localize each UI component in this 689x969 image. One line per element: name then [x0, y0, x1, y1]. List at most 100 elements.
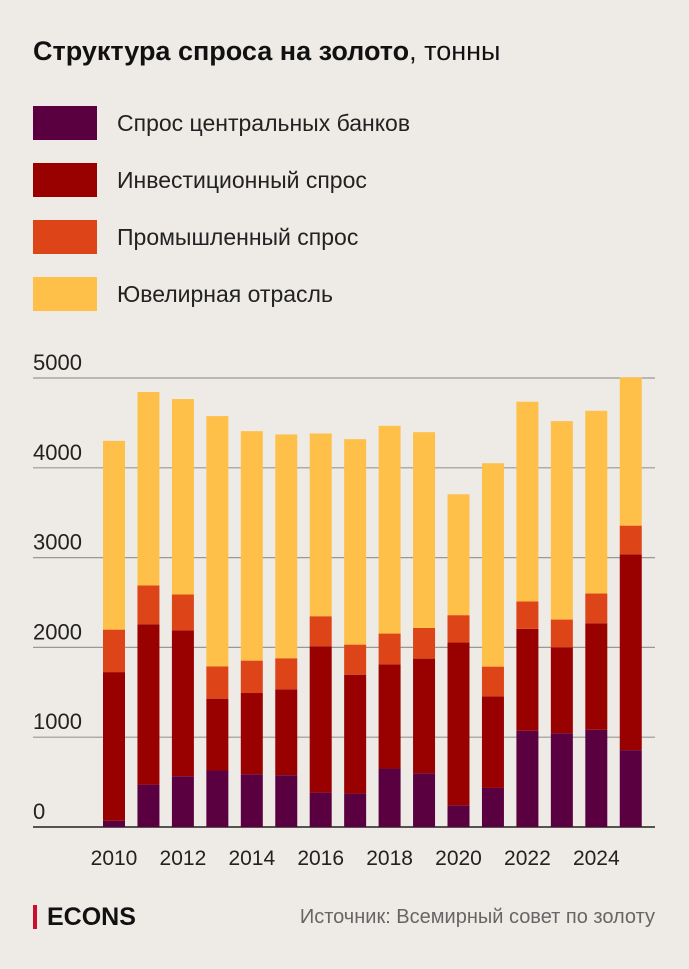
- bar-segment: [481, 696, 504, 788]
- x-tick-label: 2022: [504, 847, 551, 870]
- chart-title: Структура спроса на золото, тонны: [33, 36, 500, 67]
- x-tick-label: 2024: [573, 847, 620, 870]
- bar-segment: [240, 774, 263, 827]
- x-tick-label: 2014: [228, 847, 275, 870]
- bar-segment: [240, 431, 263, 661]
- bar-segment: [481, 787, 504, 827]
- bar-segment: [516, 628, 539, 731]
- y-tick-label: 1000: [33, 709, 82, 734]
- bar-segment: [447, 494, 470, 616]
- bar-segment: [344, 793, 367, 827]
- x-tick-label: 2018: [366, 847, 413, 870]
- bar-segment: [585, 729, 608, 827]
- bar-segment: [516, 730, 539, 827]
- bar-segment: [550, 619, 573, 648]
- bar-segment: [137, 784, 160, 827]
- bar-segment: [103, 672, 125, 821]
- bar-segment: [447, 642, 470, 806]
- econs-logo: ECONS: [33, 903, 136, 932]
- legend-swatch: [33, 277, 97, 311]
- bar-segment: [619, 554, 642, 751]
- bar-segment: [413, 658, 436, 774]
- bar-segment: [137, 392, 160, 586]
- bar-segment: [309, 792, 332, 827]
- bar-segment: [206, 666, 229, 699]
- legend-label: Инвестиционный спрос: [117, 166, 367, 193]
- bar-segment: [585, 410, 608, 594]
- legend-item-jewelry: Ювелирная отрасль: [33, 277, 410, 311]
- bar-segment: [378, 664, 401, 769]
- y-tick-label: 2000: [33, 619, 82, 644]
- bar-segment: [378, 633, 401, 665]
- bar-segment: [481, 666, 504, 697]
- bar-segment: [585, 623, 608, 730]
- bar-segment: [516, 401, 539, 602]
- bar-segment: [309, 646, 332, 793]
- bar-segment: [447, 615, 470, 643]
- legend-swatch: [33, 163, 97, 197]
- bar-segment: [275, 775, 298, 827]
- legend-label: Промышленный спрос: [117, 223, 359, 250]
- legend: Спрос центральных банков Инвестиционный …: [33, 106, 410, 334]
- bar-segment: [103, 629, 125, 673]
- y-tick-label: 3000: [33, 530, 82, 555]
- bar-segment: [171, 630, 194, 777]
- bar-segment: [137, 585, 160, 625]
- bar-segment: [240, 693, 263, 775]
- x-tick-label: 2012: [160, 847, 207, 870]
- bar-segment: [275, 689, 298, 776]
- title-main: Структура спроса на золото: [33, 36, 410, 66]
- bar-segment: [413, 627, 436, 659]
- legend-item-investment: Инвестиционный спрос: [33, 163, 410, 197]
- legend-swatch: [33, 220, 97, 254]
- bar-segment: [585, 593, 608, 624]
- y-tick-label: 4000: [33, 440, 82, 465]
- bar-segment: [550, 647, 573, 734]
- bar-segment: [447, 805, 470, 827]
- bar-segment: [481, 463, 504, 667]
- x-tick-label: 2010: [91, 847, 138, 870]
- bar-segment: [550, 421, 573, 620]
- bar-segment: [275, 658, 298, 690]
- bar-segment: [103, 440, 125, 630]
- legend-label: Ювелирная отрасль: [117, 280, 333, 307]
- bar-segment: [171, 594, 194, 631]
- bar-segment: [619, 525, 642, 555]
- footer: ECONS Источник: Всемирный совет по золот…: [33, 902, 655, 932]
- bar-segment: [309, 433, 332, 617]
- bar-segment: [275, 434, 298, 659]
- source-note: Источник: Всемирный совет по золоту: [299, 905, 655, 928]
- x-tick-label: 2020: [435, 847, 482, 870]
- bar-segment: [413, 432, 436, 628]
- logo-bar: [33, 905, 37, 929]
- bar-segment: [619, 377, 642, 526]
- bar-segment: [309, 616, 332, 647]
- bar-segment: [171, 776, 194, 827]
- bar-segment: [550, 733, 573, 827]
- bar-segment: [206, 698, 229, 771]
- bar-segment: [240, 660, 263, 694]
- bar-segment: [619, 750, 642, 827]
- legend-swatch: [33, 106, 97, 140]
- bar-segment: [378, 425, 401, 634]
- legend-item-industrial: Промышленный спрос: [33, 220, 410, 254]
- bar-segment: [344, 674, 367, 794]
- y-tick-label: 0: [33, 799, 45, 824]
- bar-segment: [103, 820, 125, 827]
- bar-segment: [206, 770, 229, 827]
- bar-segment: [344, 439, 367, 645]
- y-tick-label: 5000: [33, 350, 82, 375]
- bar-segment: [206, 416, 229, 667]
- x-tick-label: 2016: [297, 847, 344, 870]
- bar-segment: [378, 768, 401, 827]
- bar-segment: [344, 644, 367, 675]
- bar-segment: [413, 773, 436, 827]
- bar-segment: [516, 601, 539, 629]
- legend-item-central-banks: Спрос центральных банков: [33, 106, 410, 140]
- title-units: , тонны: [409, 36, 501, 66]
- bar-segment: [137, 624, 160, 785]
- brand-name: ECONS: [47, 902, 136, 931]
- legend-label: Спрос центральных банков: [117, 109, 411, 136]
- bar-segment: [171, 399, 194, 595]
